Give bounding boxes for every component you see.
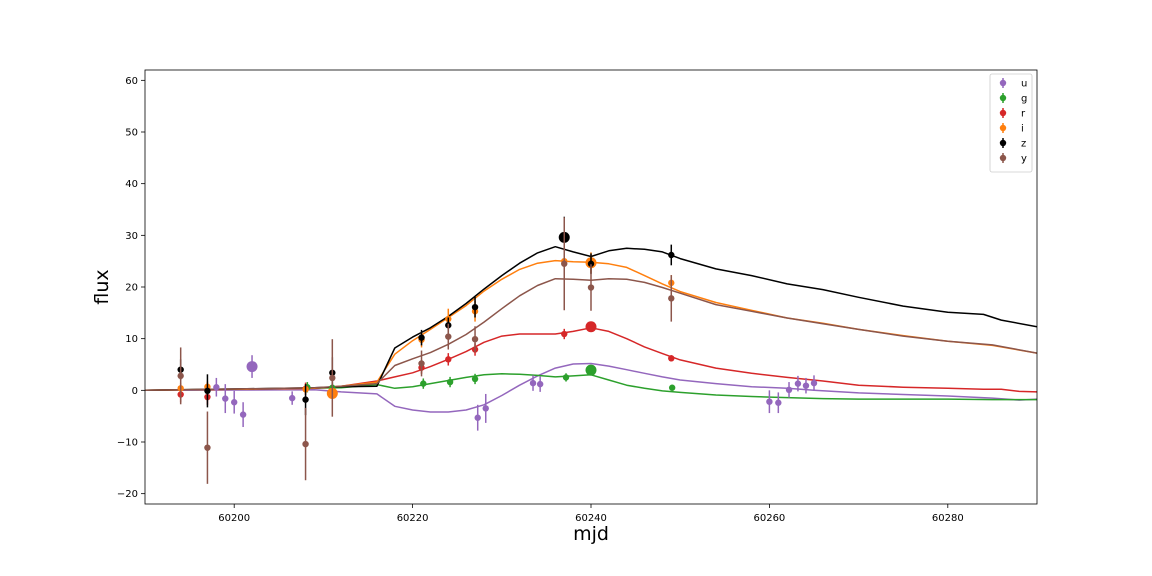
data-point-u (785, 386, 793, 394)
data-point-y (329, 374, 336, 382)
data-point-r (668, 355, 675, 362)
x-tick-label: 60260 (753, 513, 785, 524)
x-tick-label: 60280 (932, 513, 964, 524)
x-axis-label: mjd (573, 523, 609, 545)
legend-label-r: r (1021, 109, 1026, 120)
data-point-z (204, 387, 211, 395)
data-point-u (222, 395, 229, 402)
data-point-y (302, 440, 309, 448)
data-point-u (810, 379, 818, 387)
data-point-u (288, 394, 296, 402)
data-point-u (474, 414, 481, 421)
model-curve-r (145, 327, 1037, 393)
y-tick-label: −10 (117, 438, 138, 449)
legend-marker (999, 139, 1007, 147)
data-point-g (562, 374, 570, 381)
y-tick-label: −20 (117, 489, 138, 500)
legend-label-y: y (1021, 154, 1027, 165)
data-point-y (471, 335, 479, 343)
y-tick-label: 60 (125, 76, 138, 87)
y-tick-label: 20 (125, 283, 138, 294)
data-point-u (246, 361, 258, 373)
model-curve-y (145, 277, 1037, 392)
x-axis-ticks: 60200 60220 60240 60260 60280 (218, 504, 964, 524)
data-point-r (585, 321, 597, 333)
data-point-y (561, 260, 568, 267)
legend-label-i: i (1021, 124, 1024, 135)
data-point-z (302, 396, 309, 403)
legend-label-u: u (1021, 79, 1027, 90)
data-point-u (802, 382, 810, 389)
y-tick-label: 40 (125, 179, 138, 190)
data-point-y (177, 372, 184, 380)
data-point-u (482, 405, 489, 412)
data-point-y (418, 360, 425, 367)
data-point-u (213, 384, 220, 391)
data-point-u (775, 399, 782, 406)
legend-marker (999, 124, 1007, 132)
y-tick-label: 30 (125, 231, 138, 242)
data-point-u (536, 380, 544, 388)
y-axis-ticks: −20 −10 0 10 20 30 40 50 60 (117, 76, 145, 500)
data-point-g (471, 375, 479, 383)
x-tick-label: 60240 (575, 513, 607, 524)
x-tick-label: 60200 (218, 513, 250, 524)
y-axis-label: flux (91, 269, 113, 304)
y-tick-label: 10 (125, 334, 138, 345)
data-point-u (231, 399, 238, 406)
data-point-y (668, 295, 675, 302)
legend-label-z: z (1021, 139, 1026, 150)
data-point-u (766, 398, 773, 405)
data-point-y (587, 284, 595, 291)
legend-label-g: g (1021, 94, 1027, 105)
data-point-g (446, 378, 454, 386)
legend-marker (999, 79, 1007, 87)
data-points (177, 216, 818, 484)
data-point-u (239, 411, 247, 418)
data-point-g (668, 384, 676, 391)
model-curve-u (145, 362, 1037, 413)
legend-marker (999, 109, 1007, 117)
data-point-r (561, 330, 568, 338)
data-point-z (418, 334, 425, 341)
x-tick-label: 60220 (397, 513, 429, 524)
y-tick-label: 0 (132, 386, 138, 397)
data-point-g (585, 364, 597, 376)
data-point-z (471, 303, 479, 311)
data-point-u (794, 380, 802, 387)
data-point-z (587, 260, 595, 267)
legend-marker (999, 154, 1007, 162)
data-point-y (445, 333, 452, 340)
y-tick-label: 50 (125, 128, 138, 139)
data-point-u (529, 379, 537, 387)
data-point-y (204, 444, 211, 451)
data-point-r (445, 356, 452, 363)
data-point-z (668, 251, 675, 259)
data-point-g (420, 380, 427, 387)
legend-marker (999, 94, 1007, 102)
